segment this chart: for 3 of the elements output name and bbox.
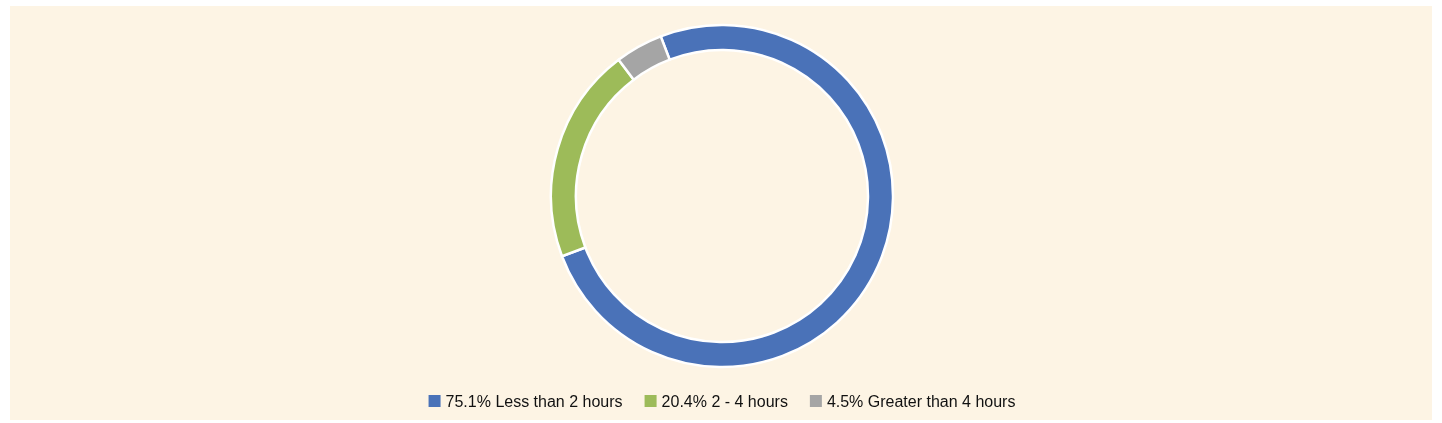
legend-label: 20.4% 2 - 4 hours <box>661 393 788 410</box>
legend-label: 75.1% Less than 2 hours <box>445 393 623 410</box>
legend-label: 4.5% Greater than 4 hours <box>826 393 1016 410</box>
